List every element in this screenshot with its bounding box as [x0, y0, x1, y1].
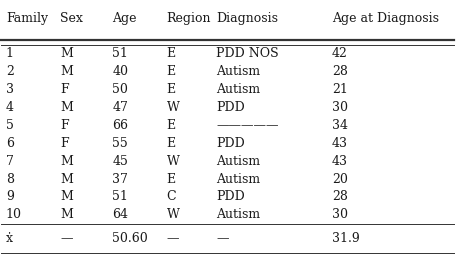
Text: 28: 28 [332, 65, 348, 78]
Text: 47: 47 [112, 101, 128, 114]
Text: 30: 30 [332, 101, 348, 114]
Text: 6: 6 [6, 137, 14, 150]
Text: 51: 51 [112, 47, 128, 60]
Text: 64: 64 [112, 208, 128, 221]
Text: 20: 20 [332, 173, 348, 186]
Text: Autism: Autism [216, 173, 260, 186]
Text: C: C [166, 190, 176, 203]
Text: 45: 45 [112, 155, 128, 168]
Text: F: F [60, 83, 69, 96]
Text: 37: 37 [112, 173, 128, 186]
Text: M: M [60, 208, 73, 221]
Text: Diagnosis: Diagnosis [216, 12, 279, 25]
Text: PDD: PDD [216, 190, 245, 203]
Text: PDD: PDD [216, 101, 245, 114]
Text: 8: 8 [6, 173, 14, 186]
Text: 28: 28 [332, 190, 348, 203]
Text: 43: 43 [332, 155, 348, 168]
Text: 10: 10 [6, 208, 22, 221]
Text: 7: 7 [6, 155, 14, 168]
Text: E: E [166, 119, 176, 132]
Text: Sex: Sex [60, 12, 83, 25]
Text: 4: 4 [6, 101, 14, 114]
Text: —: — [166, 232, 179, 245]
Text: Autism: Autism [216, 208, 260, 221]
Text: Region: Region [166, 12, 211, 25]
Text: —: — [60, 232, 73, 245]
Text: M: M [60, 190, 73, 203]
Text: M: M [60, 101, 73, 114]
Text: E: E [166, 47, 176, 60]
Text: F: F [60, 119, 69, 132]
Text: Age: Age [112, 12, 137, 25]
Text: 3: 3 [6, 83, 14, 96]
Text: W: W [166, 208, 179, 221]
Text: —————: ————— [216, 119, 279, 132]
Text: 51: 51 [112, 190, 128, 203]
Text: PDD: PDD [216, 137, 245, 150]
Text: M: M [60, 47, 73, 60]
Text: 34: 34 [332, 119, 348, 132]
Text: 1: 1 [6, 47, 14, 60]
Text: E: E [166, 65, 176, 78]
Text: Autism: Autism [216, 65, 260, 78]
Text: 30: 30 [332, 208, 348, 221]
Text: 2: 2 [6, 65, 14, 78]
Text: 66: 66 [112, 119, 128, 132]
Text: —: — [216, 232, 229, 245]
Text: 31.9: 31.9 [332, 232, 359, 245]
Text: ẋ: ẋ [6, 232, 13, 245]
Text: M: M [60, 65, 73, 78]
Text: Family: Family [6, 12, 48, 25]
Text: 9: 9 [6, 190, 14, 203]
Text: E: E [166, 173, 176, 186]
Text: E: E [166, 83, 176, 96]
Text: M: M [60, 155, 73, 168]
Text: 42: 42 [332, 47, 348, 60]
Text: E: E [166, 137, 176, 150]
Text: W: W [166, 155, 179, 168]
Text: 21: 21 [332, 83, 348, 96]
Text: 55: 55 [112, 137, 128, 150]
Text: W: W [166, 101, 179, 114]
Text: 50: 50 [112, 83, 128, 96]
Text: 50.60: 50.60 [112, 232, 148, 245]
Text: Autism: Autism [216, 83, 260, 96]
Text: PDD NOS: PDD NOS [216, 47, 279, 60]
Text: 40: 40 [112, 65, 128, 78]
Text: 5: 5 [6, 119, 14, 132]
Text: M: M [60, 173, 73, 186]
Text: Autism: Autism [216, 155, 260, 168]
Text: Age at Diagnosis: Age at Diagnosis [332, 12, 439, 25]
Text: 43: 43 [332, 137, 348, 150]
Text: F: F [60, 137, 69, 150]
